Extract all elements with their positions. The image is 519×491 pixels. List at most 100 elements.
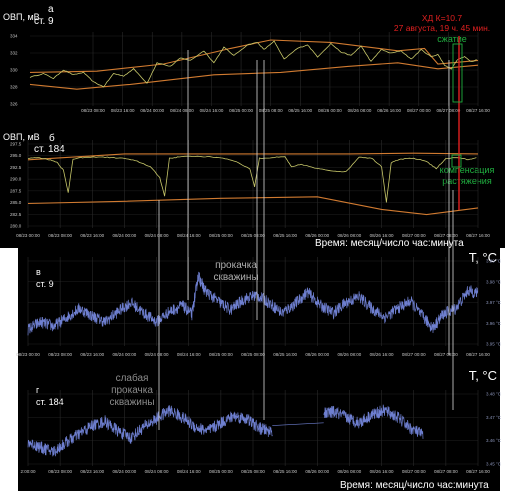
weak-pumping-line3: скважины	[109, 397, 154, 408]
x-tick-label: 08/25 08:00	[241, 352, 265, 357]
y-tick-label: 3.96 °C	[486, 321, 502, 326]
gap-bridge-line	[272, 422, 324, 426]
x-tick-label: 08/25 16:00	[273, 469, 297, 474]
x-tick-label: 08/24 00:00	[140, 108, 164, 113]
x-tick-label: 08/25 16:00	[288, 108, 312, 113]
compensation-box	[451, 154, 462, 168]
x-tick-label: 08/23 16:00	[80, 469, 104, 474]
xd-annotation-line2: 27 августа, 19 ч. 45 мин.	[394, 23, 490, 33]
x-tick-label: 08/27 00:00	[402, 469, 426, 474]
panel-c-ylabel: T, °C	[469, 250, 497, 265]
x-tick-label: 08/27 16:00	[466, 352, 490, 357]
x-tick-label: 08/25 00:00	[229, 108, 253, 113]
weak-pumping-line1: слабая	[116, 372, 149, 384]
compensation-label-line1: компенсация	[440, 165, 495, 175]
y-tick-label: 3.99 °C	[486, 259, 502, 264]
weak-pumping-line2: прокачка	[111, 385, 153, 396]
x-tick-label: 08/24 08:00	[145, 352, 169, 357]
y-tick-label: 330	[10, 68, 18, 73]
upper-envelope-line	[29, 39, 479, 73]
x-tick-label: 08/27 16:00	[466, 108, 490, 113]
compression-box	[452, 43, 463, 103]
y-tick-label: 285.0	[10, 200, 22, 205]
x-tick-label: 08/23 16:00	[111, 108, 135, 113]
orvl-series-line	[27, 155, 477, 203]
x-tick-label: 08/24 16:00	[177, 352, 201, 357]
upper-envelope-line	[27, 152, 479, 161]
x-tick-label: 08/26 08:00	[338, 352, 362, 357]
x-tick-label: 08/26 00:00	[305, 352, 329, 357]
x-tick-label: 08/26 00:00	[305, 233, 329, 238]
x-tick-label: 08/25 00:00	[209, 352, 233, 357]
panel-a-station: ст. 9	[34, 16, 54, 27]
x-tick-label: 08/23 08:00	[81, 108, 105, 113]
x-tick-label: 08/26 08:00	[338, 233, 362, 238]
lower-envelope-line	[27, 196, 479, 216]
x-tick-label: 08/26 00:00	[318, 108, 342, 113]
y-tick-label: 3.47 °C	[486, 415, 502, 420]
time-axis-label-bottom: Время: месяц/число час:минута	[340, 480, 489, 491]
x-tick-label: 08/25 16:00	[273, 352, 297, 357]
x-tick-label: 08/23 00:00	[16, 352, 40, 357]
x-tick-label: 08/27 00:00	[407, 108, 431, 113]
y-tick-label: 3.45 °C	[486, 462, 502, 467]
x-tick-label: 08/26 16:00	[370, 469, 394, 474]
y-tick-label: 280.0	[10, 224, 22, 229]
x-tick-label: 08/27 16:00	[466, 233, 490, 238]
temperature-series-line	[27, 271, 479, 336]
x-tick-label: 08/26 16:00	[377, 108, 401, 113]
y-tick-label: 3.98 °C	[486, 279, 502, 284]
temperature-series-line	[27, 405, 273, 457]
x-tick-label: 08/25 08:00	[259, 108, 283, 113]
x-tick-label: 08/26 08:00	[338, 469, 362, 474]
x-tick-label: 08/24 08:00	[145, 233, 169, 238]
panel-d-ylabel: T, °C	[469, 368, 497, 383]
panel-c-station: ст. 9	[36, 279, 54, 289]
x-tick-label: 08/25 00:00	[209, 233, 233, 238]
x-tick-label: 08/24 16:00	[177, 469, 201, 474]
x-tick-label: 08/23 00:00	[16, 233, 40, 238]
x-tick-label: 08/24 16:00	[200, 108, 224, 113]
panel-b-station: ст. 184	[34, 144, 65, 155]
x-tick-label: 08/27 00:00	[402, 352, 426, 357]
x-tick-label: 08/27 16:00	[466, 469, 490, 474]
panel-b-background	[0, 128, 505, 248]
panel-d-letter: г	[36, 385, 40, 395]
xd-annotation-line1: ХД К=10.7	[422, 13, 463, 23]
x-tick-label: 08/25 00:00	[209, 469, 233, 474]
panel-0-plot: 08/23 08:00 08/23 16:00 08/24 00:00 08/24 0…	[10, 32, 490, 113]
lower-envelope-line	[29, 62, 479, 90]
y-tick-label: 292.5	[10, 165, 22, 170]
compensation-label-line2: растяжения	[442, 176, 492, 186]
y-tick-label: 328	[10, 85, 18, 90]
x-tick-label: 08/26 00:00	[305, 469, 329, 474]
y-tick-label: 3.97 °C	[486, 300, 502, 305]
x-tick-label: 08/27 08:00	[434, 469, 458, 474]
x-tick-label: 08/24 08:00	[145, 469, 169, 474]
x-tick-label: 08/24 00:00	[113, 352, 137, 357]
x-tick-label: 08/27 00:00	[402, 233, 426, 238]
x-tick-label: 08/23 16:00	[80, 233, 104, 238]
x-tick-label: 08/24 00:00	[113, 469, 137, 474]
x-tick-label: 08/27 08:00	[434, 233, 458, 238]
panel-a-ylabel: ОВП, мВ	[3, 12, 40, 22]
y-tick-label: 282.5	[10, 212, 22, 217]
panel-d-station: ст. 184	[36, 397, 64, 407]
pumping-label-line2: скважины	[213, 272, 258, 283]
y-tick-label: 334	[10, 34, 18, 39]
panel-a-background	[0, 0, 505, 128]
orvl-series-line	[29, 40, 477, 88]
panel-1-plot: 08/23 00:00 08/23 08:00 08/23 16:00 08/24 0…	[10, 140, 490, 238]
compression-label: сжатие	[437, 34, 467, 44]
x-tick-label: 08/23 08:00	[48, 352, 72, 357]
y-tick-label: 290.0	[10, 177, 22, 182]
y-tick-label: 332	[10, 51, 18, 56]
x-tick-label: 08/25 16:00	[273, 233, 297, 238]
panel-b-letter: б	[49, 132, 55, 144]
panel-b-ylabel: ОВП, мВ	[3, 132, 40, 142]
panel-c-letter: в	[36, 267, 41, 277]
x-tick-label: 08/23 16:00	[80, 352, 104, 357]
x-tick-label: 08/26 08:00	[348, 108, 372, 113]
x-tick-label: 08/25 08:00	[241, 469, 265, 474]
